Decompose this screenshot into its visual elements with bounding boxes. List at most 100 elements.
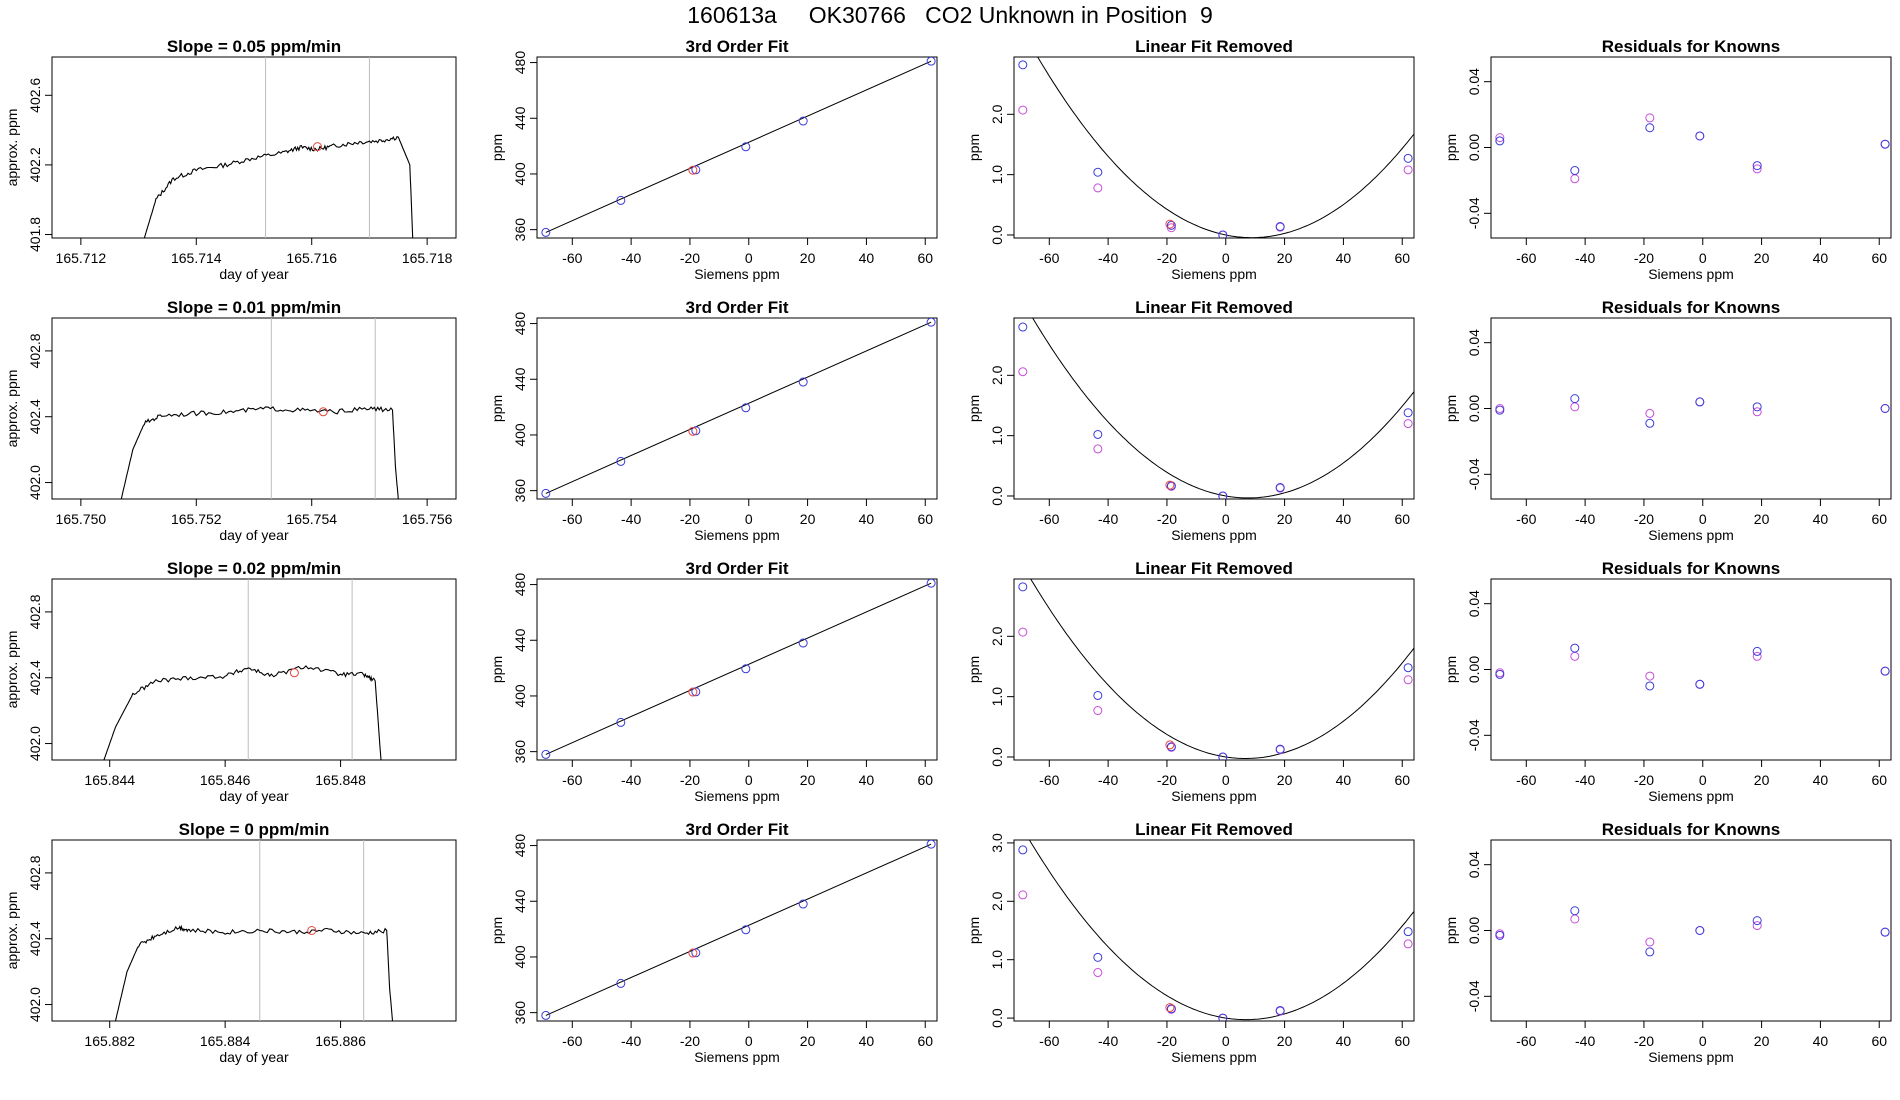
y-axis-label: approx. ppm (4, 109, 20, 187)
x-tick-label: 60 (1871, 511, 1887, 527)
x-tick-label: 165.844 (84, 772, 135, 788)
ppm-trace (114, 924, 394, 1021)
x-tick-label: 20 (1754, 511, 1770, 527)
blue-point (926, 318, 936, 327)
y-tick-label: 402.6 (27, 78, 43, 113)
x-tick-label: -60 (1516, 250, 1536, 266)
x-tick-label: 60 (917, 511, 933, 527)
blue-point (1495, 405, 1505, 415)
red-point (1165, 480, 1175, 490)
blue-point (1018, 845, 1028, 855)
y-tick-label: -0.04 (1466, 458, 1482, 490)
blue-point (1645, 418, 1655, 428)
x-tick-label: -60 (1516, 511, 1536, 527)
plot-frame (1013, 578, 1415, 761)
x-tick-label: 0 (1222, 511, 1230, 527)
y-tick-label: 2.0 (989, 626, 1005, 646)
blue-point (741, 925, 751, 935)
blue-point (691, 687, 701, 697)
data-marks (1495, 394, 1890, 428)
ppm-trace (103, 665, 382, 760)
magenta-point (1752, 164, 1762, 174)
panel-title: Linear Fit Removed (1135, 820, 1293, 839)
y-tick-label: 400 (512, 684, 528, 708)
panel-r0_lin: Linear Fit Removed -60 -40 -20 0 20 40 60 Siemen… (966, 37, 1415, 282)
x-tick-label: -60 (1039, 1033, 1059, 1049)
y-tick-label: 402.8 (27, 594, 43, 629)
plot-frame (1490, 317, 1892, 500)
x-tick-label: 165.718 (402, 250, 453, 266)
magenta-point (1645, 113, 1655, 123)
y-axis-label: ppm (489, 395, 505, 422)
blue-point (1166, 220, 1176, 230)
plot-frame (536, 578, 938, 761)
y-axis-label: ppm (489, 656, 505, 683)
blue-point (1880, 139, 1890, 149)
sample-marker (318, 407, 328, 417)
y-axis-label: ppm (966, 395, 982, 422)
x-tick-label: -20 (1634, 511, 1654, 527)
x-tick-label: 165.752 (171, 511, 222, 527)
plot-frame (536, 839, 938, 1022)
magenta-point (1752, 651, 1762, 661)
plot-frame (1013, 317, 1415, 500)
data-marks (541, 579, 936, 759)
panel-title: 3rd Order Fit (686, 298, 789, 317)
magenta-point (1570, 651, 1580, 661)
x-tick-label: 60 (917, 772, 933, 788)
y-tick-label: 402.0 (27, 987, 43, 1022)
blue-point (691, 948, 701, 958)
x-axis-label: day of year (219, 527, 289, 543)
plot-frame (1013, 839, 1415, 1022)
blue-point (1275, 483, 1285, 493)
panel-title: Slope = 0.05 ppm/min (167, 37, 341, 56)
x-tick-label: 165.712 (56, 250, 107, 266)
fit-curve (1032, 318, 1414, 499)
x-tick-label: -60 (1516, 1033, 1536, 1049)
x-tick-label: 20 (1754, 772, 1770, 788)
data-marks (120, 318, 399, 499)
x-tick-label: 20 (1277, 250, 1293, 266)
x-tick-label: -60 (1039, 250, 1059, 266)
x-tick-label: 0 (745, 772, 753, 788)
data-marks (143, 57, 414, 238)
y-tick-label: 2.0 (989, 891, 1005, 911)
x-tick-label: 60 (1394, 1033, 1410, 1049)
blue-point (616, 717, 626, 727)
y-tick-label: 402.4 (27, 660, 43, 695)
x-tick-label: 20 (800, 1033, 816, 1049)
x-tick-label: -60 (562, 511, 582, 527)
data-marks (1495, 643, 1890, 691)
x-tick-label: -20 (1634, 1033, 1654, 1049)
magenta-point (1093, 183, 1103, 193)
x-axis-label: day of year (219, 1049, 289, 1065)
blue-point (1880, 404, 1890, 413)
y-tick-label: 0.0 (989, 1008, 1005, 1028)
panel-r3_lin: Linear Fit Removed -60 -40 -20 0 20 40 60 Siemen… (966, 820, 1415, 1065)
x-tick-label: 40 (859, 511, 875, 527)
y-tick-label: 360 (512, 1001, 528, 1025)
blue-point (1645, 681, 1655, 691)
blue-point (1093, 167, 1103, 177)
x-tick-label: -60 (562, 772, 582, 788)
data-marks (541, 840, 936, 1020)
panel-r3_res: Residuals for Knowns -60 -40 -20 0 20 40 60 Siem… (1443, 820, 1892, 1065)
red-point (1165, 219, 1175, 229)
data-marks (541, 57, 936, 237)
x-tick-label: 165.886 (315, 1033, 366, 1049)
x-tick-label: -40 (1098, 511, 1118, 527)
x-axis-label: Siemens ppm (694, 266, 780, 282)
x-tick-label: -20 (1634, 772, 1654, 788)
x-tick-label: -20 (1634, 250, 1654, 266)
panel-r2_res: Residuals for Knowns -60 -40 -20 0 20 40 60 Siem… (1443, 559, 1892, 804)
x-axis-label: day of year (219, 266, 289, 282)
y-tick-label: 0.04 (1466, 851, 1482, 878)
x-tick-label: 20 (1277, 1033, 1293, 1049)
y-tick-label: 440 (512, 106, 528, 130)
x-tick-label: 60 (1871, 1033, 1887, 1049)
y-axis-label: ppm (489, 917, 505, 944)
blue-point (1880, 666, 1890, 676)
panel-r1_lin: Linear Fit Removed -60 -40 -20 0 20 40 60 Siemen… (966, 298, 1415, 543)
plot-frame (536, 56, 938, 239)
y-axis-label: ppm (966, 917, 982, 944)
